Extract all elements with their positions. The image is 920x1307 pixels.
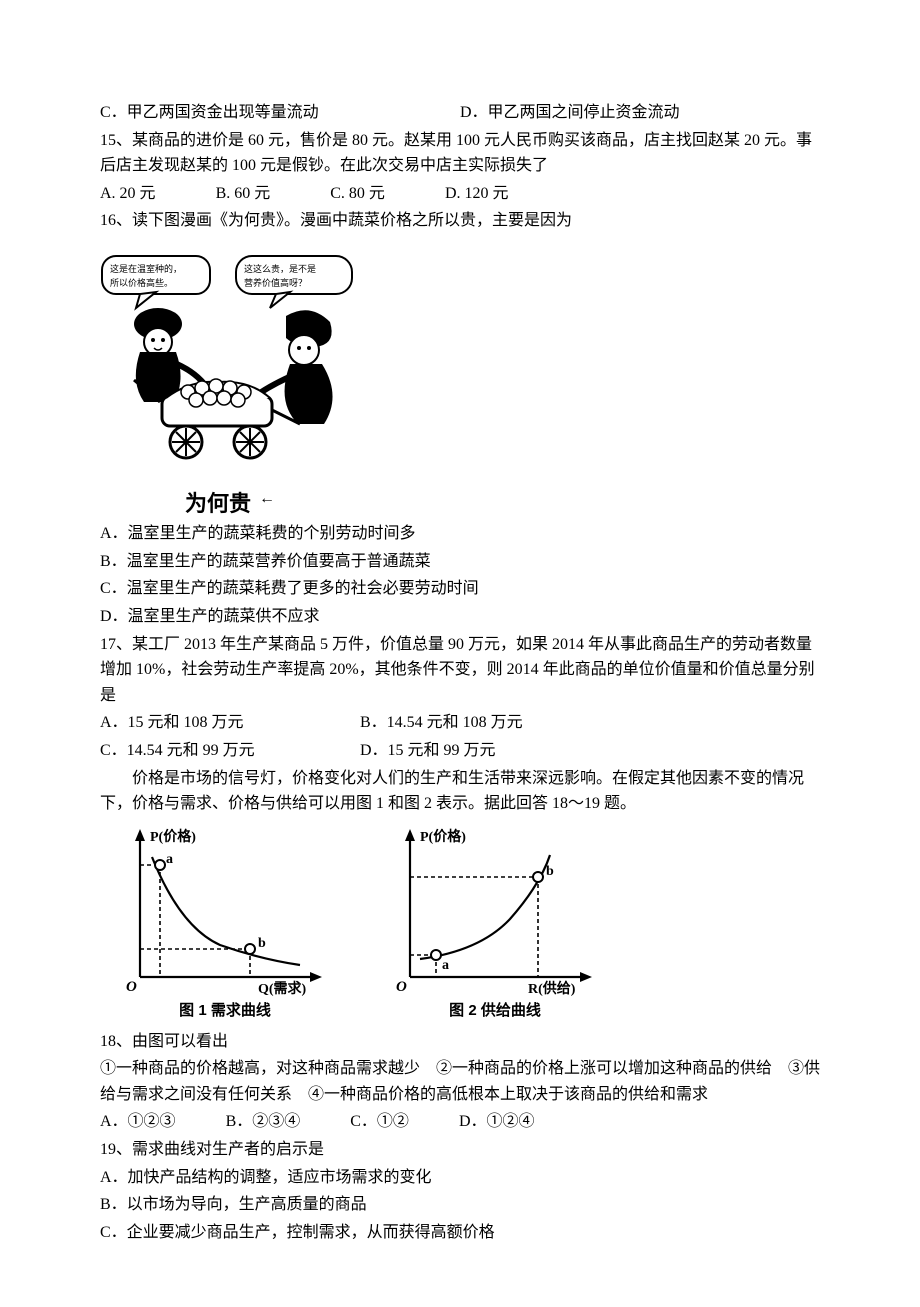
q16-optD: D．温室里生产的蔬菜供不应求: [100, 604, 820, 630]
q15-optD: D. 120 元: [445, 181, 509, 207]
q16-optC: C．温室里生产的蔬菜耗费了更多的社会必要劳动时间: [100, 576, 820, 602]
supply-curve-chart: O P(价格) R(供给) a b: [390, 827, 600, 997]
chart1-point-a: a: [166, 852, 173, 867]
chart2-origin: O: [396, 979, 407, 995]
charts-intro: 价格是市场的信号灯，价格变化对人们的生产和生活带来深远影响。在假定其他因素不变的…: [100, 766, 820, 817]
bubble-left-line2: 所以价格高些。: [110, 277, 173, 288]
q15-optC: C. 80 元: [330, 181, 385, 207]
chart2-point-b: b: [546, 864, 554, 879]
q17-optA: A．15 元和 108 万元: [100, 710, 360, 736]
q16-cartoon: 这是在温室种的， 所以价格高些。 这这么贵，是不是 营养价值高呀？: [100, 242, 360, 482]
chart1-point-b: b: [258, 936, 266, 951]
chart2-ylabel: P(价格): [420, 828, 466, 845]
chart1-xlabel: Q(需求): [258, 980, 307, 997]
bubble-right-line1: 这这么贵，是不是: [244, 263, 316, 274]
chart1-origin: O: [126, 979, 137, 995]
q15-optA: A. 20 元: [100, 181, 156, 207]
chart1-ylabel: P(价格): [150, 828, 196, 845]
cartoon-arrow-icon: ←: [259, 486, 275, 521]
q14-optD: D．甲乙两国之间停止资金流动: [460, 100, 820, 126]
cartoon-caption: 为何贵: [185, 486, 251, 521]
q17-optB: B．14.54 元和 108 万元: [360, 710, 523, 736]
chart2-block: O P(价格) R(供给) a b 图 2 供给曲线: [390, 827, 600, 1023]
q18-options: A．①②③ B．②③④ C．①② D．①②④: [100, 1109, 820, 1135]
q17-stem: 17、某工厂 2013 年生产某商品 5 万件，价值总量 90 万元，如果 20…: [100, 632, 820, 709]
q17-options-row2: C．14.54 元和 99 万元 D．15 元和 99 万元: [100, 738, 820, 764]
q19-optB: B．以市场为导向，生产高质量的商品: [100, 1192, 820, 1218]
q15-options: A. 20 元 B. 60 元 C. 80 元 D. 120 元: [100, 181, 820, 207]
q14-optC: C．甲乙两国资金出现等量流动: [100, 100, 460, 126]
q18-optD: D．①②④: [459, 1109, 535, 1135]
q19-optA: A．加快产品结构的调整，适应市场需求的变化: [100, 1165, 820, 1191]
cartoon-svg: 这是在温室种的， 所以价格高些。 这这么贵，是不是 营养价值高呀？: [100, 242, 360, 482]
chart1-block: O P(价格) Q(需求) a b 图 1 需求曲线: [120, 827, 330, 1023]
q16-optB: B．温室里生产的蔬菜营养价值要高于普通蔬菜: [100, 549, 820, 575]
bubble-left-line1: 这是在温室种的，: [110, 263, 182, 274]
q18-body: ①一种商品的价格越高，对这种商品需求越少 ②一种商品的价格上涨可以增加这种商品的…: [100, 1056, 820, 1107]
q17-optC: C．14.54 元和 99 万元: [100, 738, 360, 764]
charts-row: O P(价格) Q(需求) a b 图 1 需求曲线 O: [120, 827, 820, 1023]
q19-stem: 19、需求曲线对生产者的启示是: [100, 1137, 820, 1163]
q19-optC: C．企业要减少商品生产，控制需求，从而获得高额价格: [100, 1220, 820, 1246]
q16-optA: A．温室里生产的蔬菜耗费的个别劳动时间多: [100, 521, 820, 547]
chart2-point-a: a: [442, 958, 449, 973]
q15-stem: 15、某商品的进价是 60 元，售价是 80 元。赵某用 100 元人民币购买该…: [100, 128, 820, 179]
q18-stem: 18、由图可以看出: [100, 1029, 820, 1055]
q18-optB: B．②③④: [226, 1109, 301, 1135]
q18-optA: A．①②③: [100, 1109, 176, 1135]
bubble-right-line2: 营养价值高呀？: [244, 277, 307, 288]
demand-curve-chart: O P(价格) Q(需求) a b: [120, 827, 330, 997]
q17-options-row1: A．15 元和 108 万元 B．14.54 元和 108 万元: [100, 710, 820, 736]
q16-stem: 16、读下图漫画《为何贵》。漫画中蔬菜价格之所以贵，主要是因为: [100, 208, 820, 234]
chart2-caption: 图 2 供给曲线: [449, 999, 541, 1023]
q17-optD: D．15 元和 99 万元: [360, 738, 496, 764]
chart1-caption: 图 1 需求曲线: [179, 999, 271, 1023]
q14-options-cd: C．甲乙两国资金出现等量流动 D．甲乙两国之间停止资金流动: [100, 100, 820, 126]
q18-optC: C．①②: [350, 1109, 409, 1135]
cartoon-caption-row: 为何贵 ←: [100, 486, 360, 521]
q15-optB: B. 60 元: [216, 181, 271, 207]
chart2-xlabel: R(供给): [528, 980, 576, 997]
